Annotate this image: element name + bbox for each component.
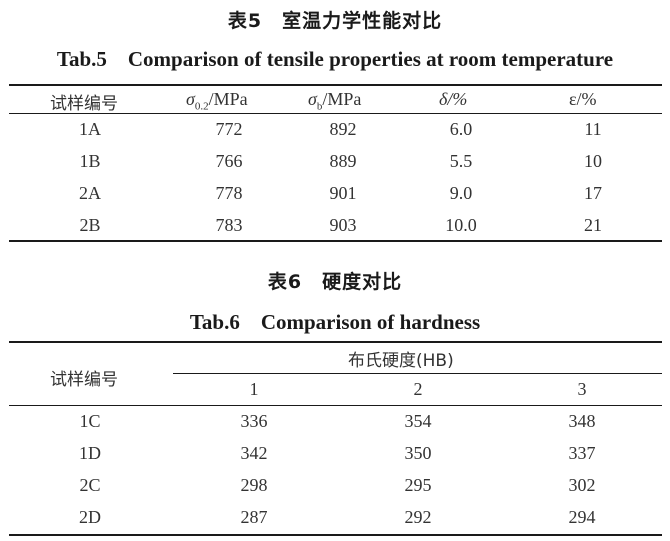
sigma02-subscript: 0.2 [194,100,209,113]
table6-row-sample: 2C [79,475,101,495]
table6-title-en: Tab.6 Comparison of hardness [189,310,481,334]
table5-row-sample: 1A [79,119,101,139]
table6-cell: 294 [568,507,596,527]
sigmab-unit: /MPa [322,89,362,109]
table5-cell: 772 [215,119,243,139]
table6-bottom-rule [9,534,662,536]
table6-cell: 295 [404,475,432,495]
table5-cell: 892 [329,119,357,139]
table6-cell: 287 [240,507,268,527]
table5-row-sample: 2A [79,183,101,203]
table5-cell: 11 [584,119,602,139]
table5-cell: 10.0 [445,215,477,235]
table6-top-rule [9,341,662,343]
table5-cell: 17 [584,183,602,203]
sigmab-symbol: σ [308,89,317,109]
table6-header-col1: 1 [249,379,259,399]
table5-header-sample: 试样编号 [50,94,118,114]
table5-cell: 783 [215,215,243,235]
table6-group-rule [173,373,662,374]
table5-cell: 889 [329,151,357,171]
table5-header-rule [9,113,662,114]
table6-cell: 348 [568,411,596,431]
sigma02-unit: /MPa [208,89,248,109]
table5-title-cn: 表5 室温力学性能对比 [227,10,443,32]
table5-row-sample: 1B [79,151,101,171]
table6-header-sample: 试样编号 [50,370,118,390]
table6-header-col2: 2 [413,379,423,399]
table5-cell: 5.5 [449,151,473,171]
table5-cell: 10 [584,151,602,171]
table6-cell: 354 [404,411,432,431]
table5-header-sigma02: σ0.2/MPa [186,89,248,113]
table5-header-sigmab: σb/MPa [308,89,361,113]
table5-header-delta: δ/% [439,89,468,109]
table5-row-sample: 2B [79,215,101,235]
table6-header-rule [9,405,662,406]
table5-cell: 9.0 [449,183,473,203]
table5-cell: 766 [215,151,243,171]
table6-header-group: 布氏硬度(HB) [348,351,454,371]
table5-cell: 6.0 [449,119,473,139]
table5-cell: 778 [215,183,243,203]
table6-cell: 336 [240,411,268,431]
table5-top-rule [9,84,662,86]
table6-row-sample: 2D [79,507,101,527]
table5-title-en: Tab.5 Comparison of tensile properties a… [56,47,614,71]
table6-cell: 292 [404,507,432,527]
table6-cell: 337 [568,443,596,463]
table6-header-col3: 3 [577,379,587,399]
sigma02-symbol: σ [186,89,195,109]
table5-cell: 21 [584,215,602,235]
table6-cell: 298 [240,475,268,495]
table5-header-eps: ε/% [569,89,597,109]
table6-title-cn: 表6 硬度对比 [267,271,403,293]
table6-row-sample: 1C [79,411,101,431]
table5-cell: 903 [329,215,357,235]
table5-bottom-rule [9,240,662,242]
sigmab-subscript: b [316,100,323,113]
table6-cell: 302 [568,475,596,495]
table5-cell: 901 [329,183,357,203]
table6-row-sample: 1D [79,443,101,463]
table6-cell: 350 [404,443,432,463]
table6-cell: 342 [240,443,268,463]
